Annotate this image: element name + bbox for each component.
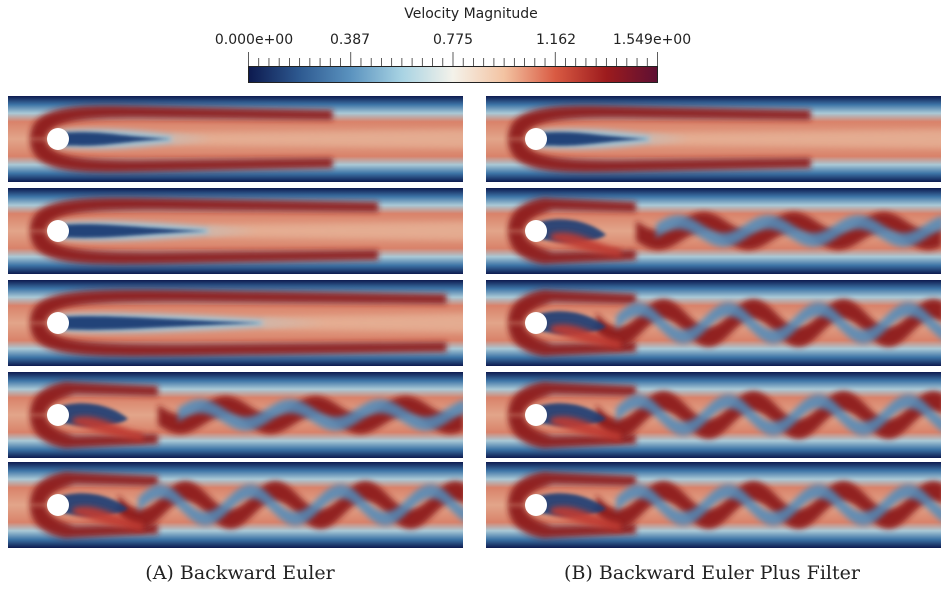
cylinder-obstacle	[525, 312, 547, 334]
colorbar-ticks	[248, 52, 658, 66]
caption-right-text: Backward Euler Plus Filter	[598, 562, 860, 584]
colorbar-gradient	[248, 66, 658, 83]
panel-right-4	[486, 372, 941, 458]
cylinder-obstacle	[525, 404, 547, 426]
velocity-field	[486, 462, 941, 548]
panel-right-1	[486, 96, 941, 182]
velocity-field	[8, 96, 463, 182]
velocity-field	[8, 372, 463, 458]
panel-left-4	[8, 372, 463, 458]
colorbar-tick-label-4: 1.549e+00	[612, 32, 692, 48]
panel-left-1	[8, 96, 463, 182]
colorbar-title: Velocity Magnitude	[404, 6, 538, 22]
cylinder-obstacle	[525, 128, 547, 150]
caption-left-tag: (A)	[145, 562, 174, 584]
colorbar-tick-label-0: 0.000e+00	[214, 32, 294, 48]
velocity-field	[8, 280, 463, 366]
cylinder-obstacle	[47, 494, 69, 516]
panel-left-5	[8, 462, 463, 548]
cylinder-obstacle	[47, 312, 69, 334]
caption-left-text: Backward Euler	[179, 562, 335, 584]
colorbar-tick-label-1: 0.387	[329, 32, 371, 48]
velocity-field	[486, 96, 941, 182]
velocity-field	[486, 188, 941, 274]
cylinder-obstacle	[47, 404, 69, 426]
panel-left-2	[8, 188, 463, 274]
cylinder-obstacle	[525, 494, 547, 516]
caption-right: (B) Backward Euler Plus Filter	[564, 562, 860, 584]
cylinder-obstacle	[47, 220, 69, 242]
panel-right-5	[486, 462, 941, 548]
cylinder-obstacle	[525, 220, 547, 242]
caption-right-tag: (B)	[564, 562, 593, 584]
panel-right-2	[486, 188, 941, 274]
velocity-field	[8, 462, 463, 548]
caption-left: (A) Backward Euler	[145, 562, 334, 584]
velocity-field	[486, 372, 941, 458]
colorbar-tick-label-2: 0.775	[432, 32, 474, 48]
panel-left-3	[8, 280, 463, 366]
panel-right-3	[486, 280, 941, 366]
velocity-field	[8, 188, 463, 274]
cylinder-obstacle	[47, 128, 69, 150]
velocity-field	[486, 280, 941, 366]
colorbar-tick-label-3: 1.162	[535, 32, 577, 48]
